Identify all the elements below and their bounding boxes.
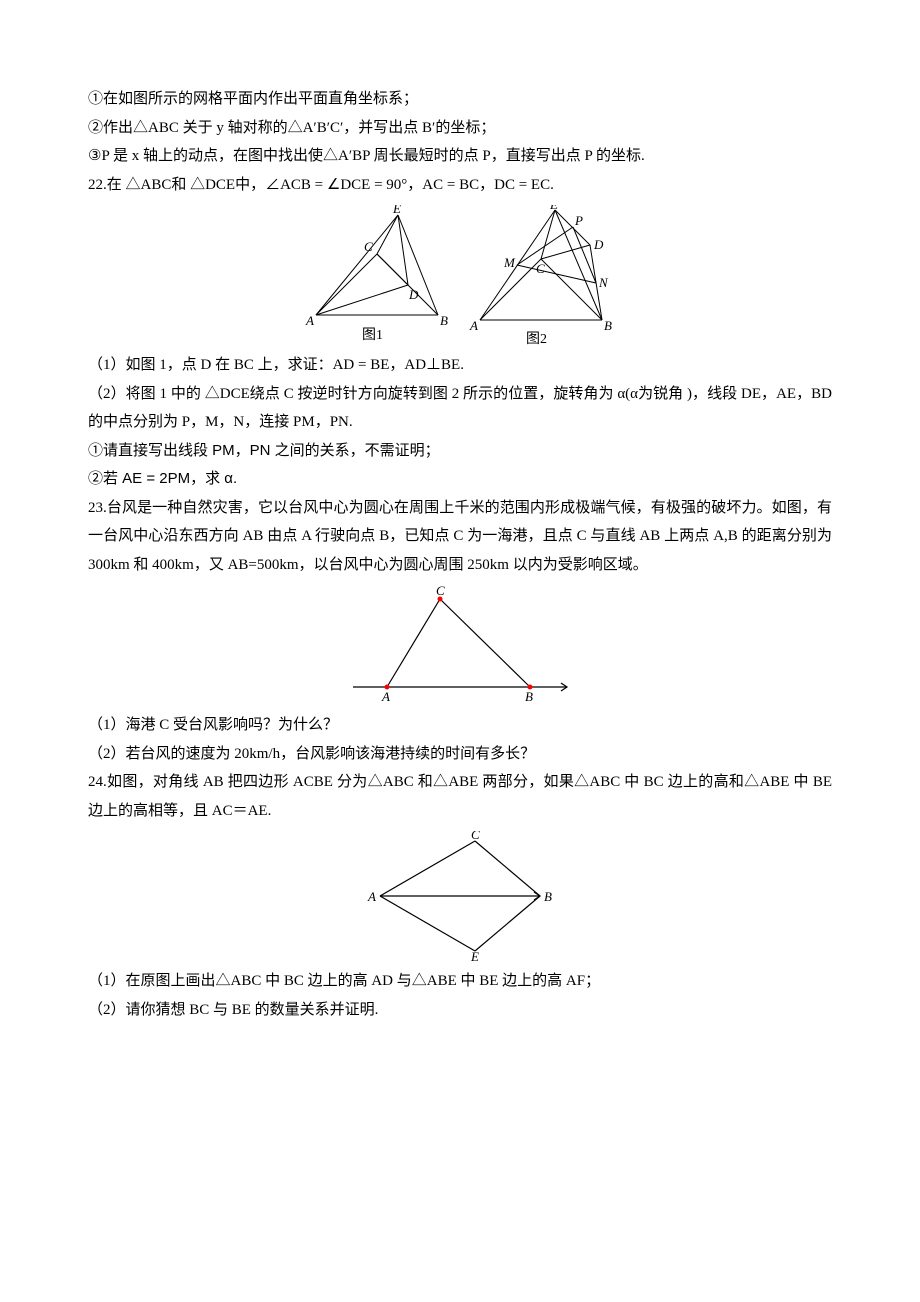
q21-item2: ②作出△ABC 关于 y 轴对称的△A′B′C′，并写出点 B′的坐标；	[88, 114, 832, 143]
q22-fig2-D: D	[593, 237, 604, 252]
q22-part1: （1）如图 1，点 D 在 BC 上，求证：AD = BE，AD⊥BE.	[88, 351, 832, 380]
q22-fig2: A B C D E P M N 图2	[462, 205, 622, 345]
q24-figure: A B C E	[88, 831, 832, 961]
q22-fig2-A: A	[469, 318, 478, 333]
q22-fig2-P: P	[574, 213, 583, 228]
q23-fig: A B C	[345, 585, 575, 705]
q22-fig1-A: A	[305, 313, 314, 328]
q22-fig1-label: 图1	[362, 328, 383, 343]
q24-fig-C: C	[471, 831, 480, 842]
q24-part2: （2）请你猜想 BC 与 BE 的数量关系并证明.	[88, 996, 832, 1025]
q22-fig2-C: C	[536, 261, 545, 276]
q22-fig2-B: B	[604, 318, 612, 333]
q22-fig1: A B C D E 图1	[298, 205, 458, 345]
q22-sub2: ②若 AE = 2PM，求 α.	[88, 465, 832, 494]
q23-figure: A B C	[88, 585, 832, 705]
q24-part1: （1）在原图上画出△ABC 中 BC 边上的高 AD 与△ABE 中 BE 边上…	[88, 967, 832, 996]
q24-fig-B: B	[544, 889, 552, 904]
q22-fig2-M: M	[503, 255, 516, 270]
q22-figures: A B C D E 图1 A B C D E	[88, 205, 832, 345]
q24-fig-A: A	[367, 889, 376, 904]
q23-part1: （1）海港 C 受台风影响吗？为什么？	[88, 711, 832, 740]
q22-fig2-label: 图2	[526, 332, 547, 345]
q21-item3: ③P 是 x 轴上的动点，在图中找出使△A′BP 周长最短时的点 P，直接写出点…	[88, 142, 832, 171]
q23-stem: 23.台风是一种自然灾害，它以台风中心为圆心在周围上千米的范围内形成极端气候，有…	[88, 494, 832, 580]
q23-fig-B: B	[525, 689, 533, 704]
q22-sub1: ①请直接写出线段 PM，PN 之间的关系，不需证明；	[88, 437, 832, 466]
q22-fig2-N: N	[598, 275, 609, 290]
q22-fig1-C: C	[364, 239, 373, 254]
q22-fig1-D: D	[408, 287, 419, 302]
q23-fig-C: C	[436, 585, 445, 598]
q24-fig-E: E	[470, 949, 479, 961]
q22-fig2-E: E	[549, 205, 558, 212]
q22-fig1-E: E	[392, 205, 401, 216]
q22-fig1-B: B	[440, 313, 448, 328]
q24-fig: A B C E	[360, 831, 560, 961]
q24-stem: 24.如图，对角线 AB 把四边形 ACBE 分为△ABC 和△ABE 两部分，…	[88, 768, 832, 825]
q22-part2: （2）将图 1 中的 △DCE绕点 C 按逆时针方向旋转到图 2 所示的位置，旋…	[88, 380, 832, 437]
q22-stem: 22.在 △ABC和 △DCE中，∠ACB = ∠DCE = 90°，AC = …	[88, 171, 832, 200]
q21-item1: ①在如图所示的网格平面内作出平面直角坐标系；	[88, 85, 832, 114]
q23-part2: （2）若台风的速度为 20km/h，台风影响该海港持续的时间有多长？	[88, 740, 832, 769]
q23-fig-A: A	[381, 689, 390, 704]
